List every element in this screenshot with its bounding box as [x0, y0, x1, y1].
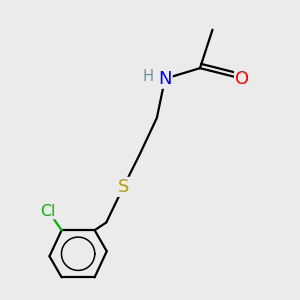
Text: H: H [142, 69, 153, 84]
Text: O: O [235, 70, 249, 88]
Text: S: S [118, 178, 129, 196]
Text: Cl: Cl [40, 203, 56, 218]
Text: N: N [158, 70, 172, 88]
